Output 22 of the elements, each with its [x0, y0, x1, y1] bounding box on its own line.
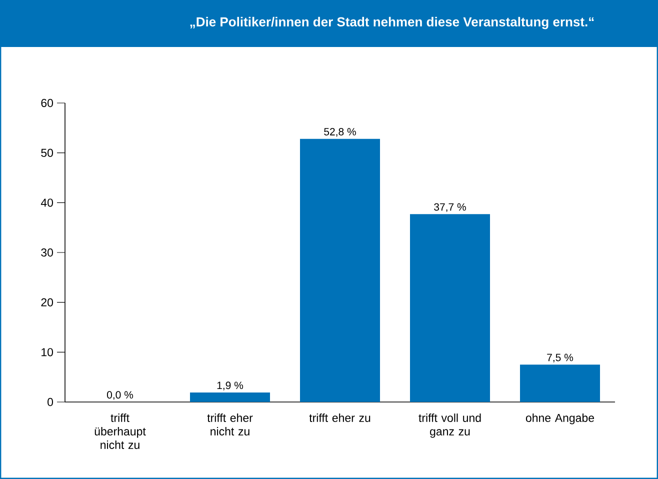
data-label: 0,0 % [106, 391, 134, 400]
bar [410, 214, 490, 402]
y-tick-label: 20 [41, 298, 54, 306]
bar [300, 138, 380, 402]
x-tick-label: trifft überhaupt nicht zu [94, 414, 146, 449]
y-tick-label: 60 [41, 98, 54, 108]
x-tick-label: trifft voll und ganz zu [418, 414, 481, 438]
y-tick-label: 10 [42, 348, 54, 356]
y-tick-label: 30 [41, 248, 54, 257]
y-tick-label: 40 [40, 198, 54, 207]
x-tick-label: ohne Angabe [526, 414, 594, 424]
x-tick-label: trifft eher nicht zu [207, 414, 253, 436]
chart-title: „Die Politiker/innen der Stadt nehmen diese Veranstaltung ernst.“ [190, 16, 594, 30]
x-tick-label: trifft eher zu [309, 414, 370, 422]
bar [520, 364, 600, 402]
data-label: 7,5 % [547, 354, 574, 362]
data-label: 37,7 % [434, 203, 466, 212]
data-label: 1,9 % [217, 382, 244, 390]
bar [190, 392, 270, 402]
y-tick-label: 50 [41, 148, 54, 157]
y-tick-label: 0 [48, 398, 54, 406]
data-label: 52,8 % [324, 128, 356, 137]
